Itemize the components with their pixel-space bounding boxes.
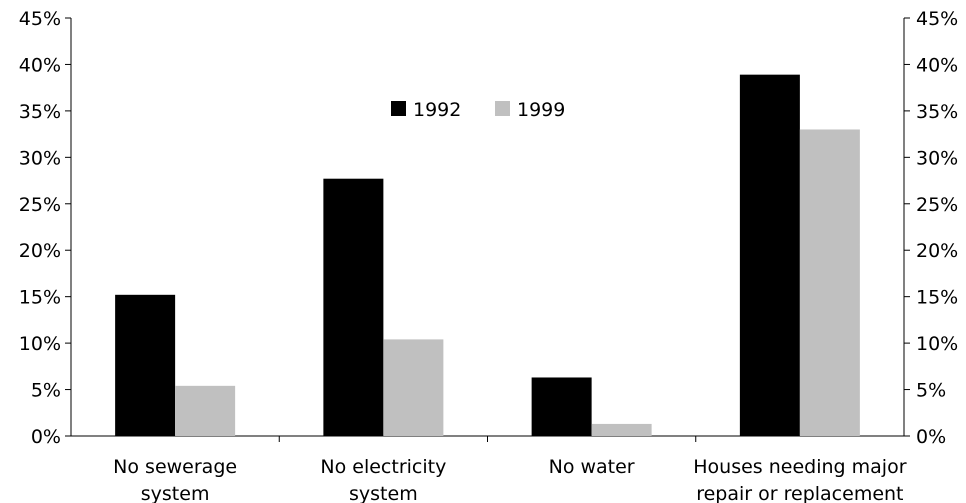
left-y-tick-label: 30% [19, 147, 61, 169]
bar-1992-0 [115, 294, 176, 436]
category-label: No sewerage [113, 456, 237, 478]
right-y-tick-label: 30% [916, 147, 958, 169]
bar-1999-2 [591, 423, 652, 436]
right-y-axis: 0% 5% 10% 15% 20% 25% 30% 35% 40% 45% [903, 8, 958, 448]
legend-label-1992: 1992 [413, 99, 461, 121]
legend: 1992 1999 [391, 99, 565, 121]
left-y-tick-label: 35% [19, 101, 61, 123]
category-label: No electricity [320, 456, 446, 478]
bars [115, 74, 860, 436]
right-y-tick-label: 45% [916, 8, 958, 30]
category-label: No water [549, 456, 635, 478]
right-y-tick-label: 5% [916, 380, 946, 402]
right-y-tick-label: 0% [916, 426, 946, 448]
legend-swatch-1999 [495, 101, 510, 116]
bar-1999-0 [175, 385, 236, 436]
bar-1992-2 [531, 377, 592, 436]
left-y-tick-label: 40% [19, 54, 61, 76]
right-y-tick-label: 20% [916, 240, 958, 262]
left-y-tick-label: 45% [19, 8, 61, 30]
left-y-tick-label: 20% [19, 240, 61, 262]
left-y-axis: 0% 5% 10% 15% 20% 25% 30% 35% 40% 45% [19, 8, 72, 448]
bar-1999-1 [383, 339, 444, 436]
category-label: repair or replacement [696, 483, 903, 503]
left-y-tick-label: 25% [19, 194, 61, 216]
category-labels: No sewerage system No electricity system No … [113, 456, 907, 503]
category-label: system [141, 483, 210, 503]
category-label: Houses needing major [693, 456, 906, 478]
category-label: system [349, 483, 418, 503]
right-y-tick-label: 35% [916, 101, 958, 123]
right-y-tick-label: 10% [916, 333, 958, 355]
bar-1999-3 [799, 129, 860, 436]
right-y-tick-label: 25% [916, 194, 958, 216]
right-y-tick-label: 40% [916, 54, 958, 76]
bar-1992-3 [739, 74, 800, 436]
legend-label-1999: 1999 [517, 99, 565, 121]
left-y-tick-label: 5% [31, 380, 61, 402]
x-axis [71, 435, 904, 442]
right-y-tick-label: 15% [916, 287, 958, 309]
legend-swatch-1992 [391, 101, 406, 116]
left-y-tick-label: 15% [19, 287, 61, 309]
left-y-tick-label: 10% [19, 333, 61, 355]
left-y-tick-label: 0% [31, 426, 61, 448]
bar-1992-1 [323, 178, 384, 436]
